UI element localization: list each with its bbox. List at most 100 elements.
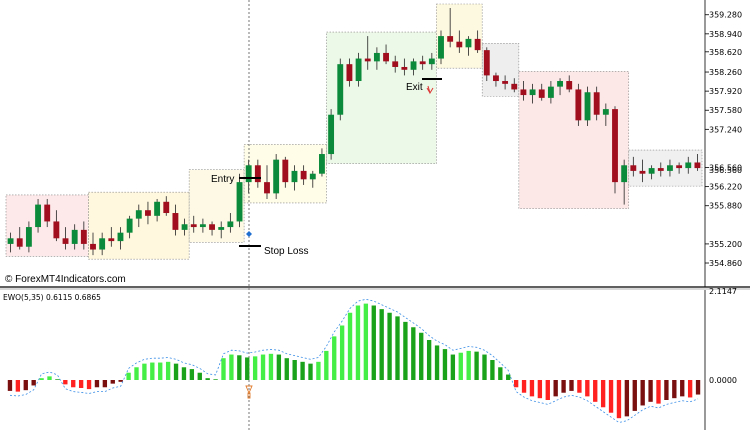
candle[interactable] [520,81,527,101]
candle[interactable] [392,55,399,73]
candle[interactable] [602,103,609,126]
candle[interactable] [245,159,252,194]
candle[interactable] [593,86,600,121]
candle[interactable] [117,227,124,250]
candle-body [273,159,280,194]
candle[interactable] [80,221,87,250]
price-tick-label: 357.240 [709,125,742,134]
candle[interactable] [383,44,389,65]
candle[interactable] [447,8,454,48]
candle[interactable] [62,227,69,250]
candle[interactable] [108,227,115,247]
candle[interactable] [419,55,426,70]
channel-border [188,169,245,243]
candle[interactable] [355,52,362,87]
candle[interactable] [181,218,188,236]
candle[interactable] [639,159,646,183]
candle[interactable] [612,106,618,194]
candle[interactable] [547,81,554,104]
candlestick-series[interactable] [7,8,701,256]
candle[interactable] [483,47,490,82]
ewo-signal-line [9,298,699,423]
candle[interactable] [273,154,280,199]
candle[interactable] [254,159,261,188]
candle[interactable] [282,156,289,188]
candle-body [236,182,243,222]
candle[interactable] [373,47,380,70]
candle[interactable] [511,78,518,93]
candle[interactable] [90,232,96,256]
candle[interactable] [538,83,545,101]
candle-body [511,83,518,90]
candle[interactable] [557,78,563,96]
candle-body [621,165,628,183]
candle[interactable] [529,83,536,104]
candle[interactable] [218,221,225,239]
candle[interactable] [7,232,14,253]
candle[interactable] [676,162,683,174]
ewo-histogram[interactable] [7,303,701,419]
candle-body [428,58,435,65]
price-tick-label: 358.620 [709,48,742,57]
candle[interactable] [300,165,307,185]
candle[interactable] [154,198,161,222]
candle[interactable] [346,58,353,87]
candle[interactable] [53,210,60,242]
candle[interactable] [236,173,243,228]
candle[interactable] [502,75,509,90]
candle-body [35,204,41,228]
candle[interactable] [172,204,179,236]
candle[interactable] [199,218,206,233]
candle[interactable] [227,213,234,233]
candle[interactable] [621,159,628,205]
candle[interactable] [428,52,435,70]
channel-border [628,149,703,187]
candle-body [181,224,188,230]
candle[interactable] [35,198,41,233]
candle[interactable] [209,221,215,236]
candle[interactable] [309,170,316,188]
candle[interactable] [657,162,664,177]
candle[interactable] [630,156,637,177]
candle-body [648,168,655,174]
candle[interactable] [145,201,151,225]
price-tick-label: 357.580 [709,106,742,115]
candle[interactable] [493,72,499,87]
indicator-zero-label: 0.0000 [709,376,737,385]
candle[interactable] [575,83,582,126]
candle[interactable] [566,75,573,93]
candle[interactable] [584,86,591,126]
candle[interactable] [190,215,197,233]
candle[interactable] [364,36,371,70]
candle[interactable] [694,154,701,171]
candle[interactable] [319,148,325,177]
candle[interactable] [126,215,133,239]
candle[interactable] [328,109,335,160]
candle[interactable] [685,156,692,174]
candle[interactable] [44,198,51,228]
channel-zone [326,32,437,164]
candle[interactable] [71,224,78,250]
candle[interactable] [465,36,472,56]
candle[interactable] [25,221,32,253]
candle[interactable] [456,30,463,53]
candle[interactable] [438,30,444,65]
candle[interactable] [474,30,481,53]
candle[interactable] [667,159,673,177]
candle-body [383,52,389,62]
channel-border [326,31,437,164]
candle[interactable] [337,58,344,121]
candle[interactable] [410,58,417,76]
candle[interactable] [401,58,408,76]
candle-body [337,64,344,115]
candle[interactable] [264,165,270,199]
candle[interactable] [163,196,170,216]
candle-body [667,165,673,171]
candle[interactable] [16,227,23,250]
candle[interactable] [99,232,106,256]
candle[interactable] [135,204,142,228]
candle-body [154,201,161,216]
candle[interactable] [291,165,298,191]
candle[interactable] [648,165,655,180]
